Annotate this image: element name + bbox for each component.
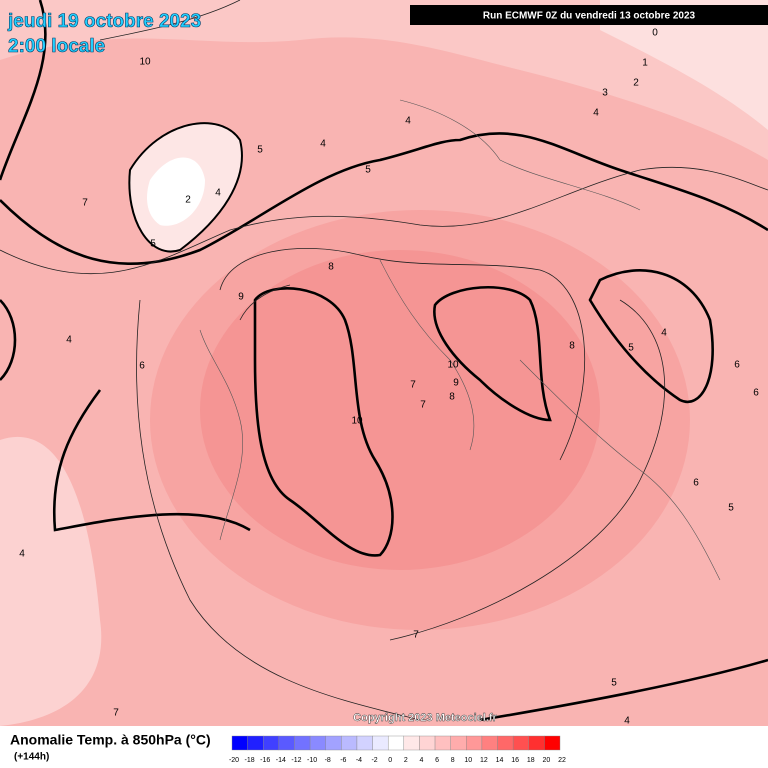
- colorbar-box: [481, 735, 498, 751]
- colorbar: -20 -18 -16 -14 -12 -10 -8 -6 -4 -2 0 2 4 6 8 10 12 14 16 1…: [229, 735, 566, 764]
- contour-label: 5: [611, 678, 617, 689]
- legend-title: Anomalie Temp. à 850hPa (°C): [10, 732, 211, 748]
- copyright: Copyright 2023 Meteociel.fr: [353, 712, 497, 724]
- contour-label: 10: [351, 416, 363, 427]
- map: [0, 0, 768, 726]
- colorbar-tick-label: 6: [435, 757, 439, 764]
- contour-label: 5: [150, 239, 156, 250]
- contour-label: 4: [320, 139, 326, 150]
- colorbar-tick-label: 8: [451, 757, 455, 764]
- contour-label: 6: [139, 361, 145, 372]
- contour-label: 0: [652, 28, 658, 39]
- contour-label: 4: [661, 328, 667, 339]
- contour-label: 2: [633, 78, 639, 89]
- contour-label: 6: [734, 360, 740, 371]
- contour-label: 4: [215, 188, 221, 199]
- contour-label: 4: [624, 716, 630, 727]
- contour-label: 4: [593, 108, 599, 119]
- colorbar-box: [497, 735, 514, 751]
- date-title: jeudi 19 octobre 2023: [7, 11, 201, 32]
- colorbar-tick-label: 4: [419, 757, 423, 764]
- contour-label: 8: [569, 341, 575, 352]
- colorbar-tick-label: 16: [511, 757, 519, 764]
- contour-label: 10: [447, 360, 459, 371]
- colorbar-box: [512, 735, 529, 751]
- colorbar-box: [544, 735, 561, 751]
- colorbar-box: [450, 735, 467, 751]
- contour-label: 4: [66, 335, 72, 346]
- colorbar-tick-label: -4: [356, 757, 362, 764]
- contour-label: 6: [753, 388, 759, 399]
- contour-label: 7: [413, 630, 419, 641]
- contour-label: 10: [139, 57, 151, 68]
- colorbar-box: [434, 735, 451, 751]
- run-box: [410, 5, 768, 25]
- colorbar-tick-label: 18: [527, 757, 535, 764]
- contour-label: 7: [82, 198, 88, 209]
- colorbar-tick-label: 12: [480, 757, 488, 764]
- colorbar-tick-label: -8: [325, 757, 331, 764]
- contour-label: 5: [728, 503, 734, 514]
- colorbar-box: [247, 735, 264, 751]
- colorbar-tick-label: 0: [388, 757, 392, 764]
- colorbar-box: [231, 735, 248, 751]
- colorbar-tick-label: -16: [260, 757, 270, 764]
- contour-label: 9: [238, 292, 244, 303]
- contour-label: 4: [19, 549, 25, 560]
- contour-label: 3: [602, 88, 608, 99]
- colorbar-tick-label: -2: [371, 757, 377, 764]
- colorbar-box: [309, 735, 326, 751]
- run-info: Run ECMWF 0Z du vendredi 13 octobre 2023: [483, 11, 696, 22]
- contour-label: 6: [693, 478, 699, 489]
- colorbar-box: [325, 735, 342, 751]
- contour-label: 7: [420, 400, 426, 411]
- contour-label: 8: [449, 392, 455, 403]
- colorbar-box: [387, 735, 405, 751]
- colorbar-tick-label: -18: [245, 757, 255, 764]
- contour-label: 7: [113, 708, 119, 719]
- contour-label: 2: [185, 195, 191, 206]
- colorbar-box: [294, 735, 311, 751]
- colorbar-tick-label: -10: [307, 757, 317, 764]
- contour-label: 5: [365, 165, 371, 176]
- contour-label: 5: [257, 145, 263, 156]
- colorbar-tick-label: 20: [542, 757, 550, 764]
- colorbar-tick-label: -12: [291, 757, 301, 764]
- contour-label: 1: [642, 58, 648, 69]
- time-title: 2:00 locale: [8, 36, 105, 57]
- colorbar-box: [356, 735, 373, 751]
- colorbar-box: [263, 735, 280, 751]
- colorbar-tick-label: 14: [496, 757, 504, 764]
- colorbar-box: [278, 735, 295, 751]
- contour-label: 9: [453, 378, 459, 389]
- lead-time: (+144h): [14, 752, 49, 763]
- colorbar-box: [466, 735, 483, 751]
- colorbar-box: [403, 735, 420, 751]
- contour-label: 5: [628, 343, 634, 354]
- colorbar-box: [372, 735, 389, 751]
- colorbar-box: [528, 735, 545, 751]
- contour-label: 7: [410, 380, 416, 391]
- colorbar-tick-label: 10: [464, 757, 472, 764]
- colorbar-tick-label: -6: [340, 757, 346, 764]
- colorbar-tick-label: -20: [229, 757, 239, 764]
- colorbar-tick-label: 22: [558, 757, 566, 764]
- contour-label: 4: [405, 116, 411, 127]
- colorbar-box: [341, 735, 358, 751]
- colorbar-tick-label: -14: [276, 757, 286, 764]
- colorbar-box: [419, 735, 436, 751]
- contour-label: 8: [328, 262, 334, 273]
- colorbar-tick-label: 2: [404, 757, 408, 764]
